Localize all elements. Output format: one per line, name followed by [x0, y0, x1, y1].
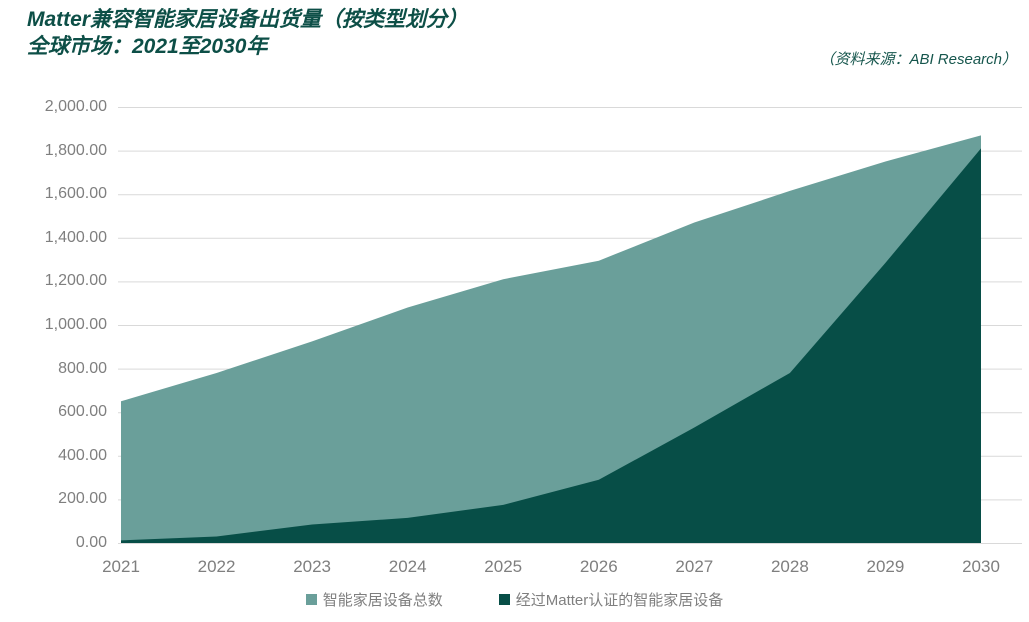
x-axis-tick-label: 2021 [102, 557, 140, 576]
series-areas [121, 135, 981, 544]
x-axis-tick-label: 2022 [197, 557, 236, 576]
y-axis-tick-label: 1,400.00 [44, 228, 107, 246]
legend-swatch-matter-icon [498, 594, 510, 605]
x-axis-tick-label: 2028 [770, 557, 809, 576]
y-axis-tick-label: 600.00 [58, 403, 107, 421]
y-axis-tick-label: 800.00 [58, 359, 107, 377]
y-axis-tick-label: 1,800.00 [44, 141, 107, 159]
legend-item-matter: 经过Matter认证的智能家居设备 [498, 589, 724, 610]
x-axis-tick-label: 2027 [675, 557, 714, 576]
area-series-matter-certified [121, 148, 981, 544]
x-axis-tick-label: 2023 [293, 557, 332, 576]
x-axis-tick-label: 2030 [962, 557, 1000, 576]
chart-title: Matter兼容智能家居设备出货量（按类型划分） [27, 8, 469, 31]
x-axis-tick-label: 2029 [866, 557, 905, 576]
legend-label-total: 智能家居设备总数 [322, 592, 443, 609]
legend-swatch-total-icon [305, 594, 317, 605]
legend-label-matter: 经过Matter认证的智能家居设备 [515, 592, 724, 609]
x-axis-tick-label: 2026 [579, 557, 618, 576]
chart-legend: 智能家居设备总数 经过Matter认证的智能家居设备 [0, 589, 1029, 610]
y-axis-tick-label: 0.00 [75, 534, 107, 551]
y-axis-tick-label: 1,000.00 [44, 316, 107, 333]
y-axis-tick-label: 200.00 [58, 490, 107, 508]
chart-subtitle: 全球市场：2021至2030年 [27, 35, 268, 58]
y-axis-tick-label: 2,000.00 [44, 98, 107, 115]
y-axis-tick-label: 1,600.00 [44, 185, 107, 203]
x-axis-tick-label: 2024 [388, 557, 427, 576]
legend-item-total: 智能家居设备总数 [305, 589, 443, 610]
x-axis-tick-label: 2025 [484, 557, 523, 576]
source-note: （资料来源：ABI Research） [819, 51, 1017, 68]
chart-title-block: Matter兼容智能家居设备出货量（按类型划分） 全球市场：2021至2030年 [27, 6, 468, 60]
y-axis-tick-label: 400.00 [58, 446, 107, 464]
y-axis-tick-label: 1,200.00 [44, 272, 107, 290]
